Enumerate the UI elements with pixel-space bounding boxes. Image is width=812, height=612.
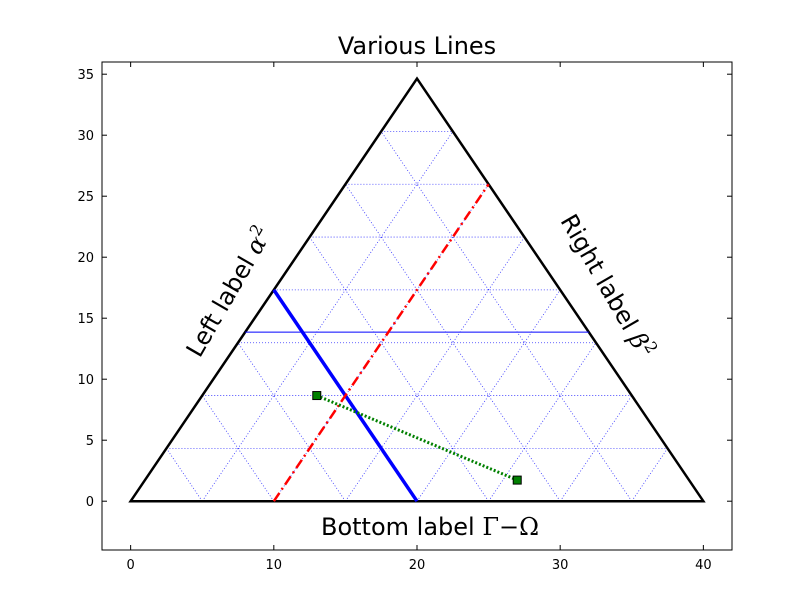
left-edge-label: Left label α2 — [178, 221, 277, 362]
grid-line — [201, 395, 275, 502]
grid-line — [237, 342, 346, 502]
series-marker — [512, 475, 522, 485]
triangle-grid — [166, 131, 668, 502]
bottom-label-expr: Γ−Ω — [482, 513, 539, 541]
x-tick-label: 0 — [126, 558, 134, 573]
y-tick-label: 5 — [86, 434, 94, 449]
grid-line — [345, 184, 561, 502]
bottom-label-text: Bottom label — [321, 513, 482, 541]
y-tick-label: 10 — [77, 373, 94, 388]
x-tick-label: 20 — [409, 558, 426, 573]
bottom-edge-label: Bottom label Γ−Ω — [321, 513, 539, 541]
x-tick-label: 30 — [552, 558, 569, 573]
right-edge-label: Right label β2 — [555, 208, 662, 363]
axes-frame — [101, 61, 733, 551]
left-label-text: Left label — [181, 245, 264, 362]
x-tick-label: 40 — [695, 558, 712, 573]
series-line-4 — [316, 394, 518, 482]
y-tick-label: 15 — [77, 312, 94, 327]
series-lines — [245, 183, 589, 503]
axis-ticks — [102, 62, 732, 550]
grid-line — [345, 236, 525, 502]
grid-line — [201, 131, 454, 502]
grid-line — [631, 448, 668, 502]
grid-line — [380, 131, 633, 502]
y-tick-label: 0 — [86, 495, 94, 510]
series-marker — [312, 391, 322, 401]
right-label-text: Right label — [555, 209, 647, 341]
y-tick-label: 25 — [77, 190, 94, 205]
axis-tick-labels: 0 10 20 30 40 0 5 10 15 20 25 30 35 — [77, 68, 711, 573]
grid-line — [309, 236, 489, 502]
y-tick-label: 35 — [77, 68, 94, 83]
grid-line — [166, 448, 203, 502]
y-tick-label: 30 — [77, 129, 94, 144]
y-tick-label: 20 — [77, 251, 94, 266]
series-line-3 — [272, 183, 490, 502]
chart-title: Various Lines — [338, 32, 496, 60]
grid-line — [416, 289, 561, 502]
x-tick-label: 10 — [266, 558, 283, 573]
grid-line — [488, 342, 597, 502]
